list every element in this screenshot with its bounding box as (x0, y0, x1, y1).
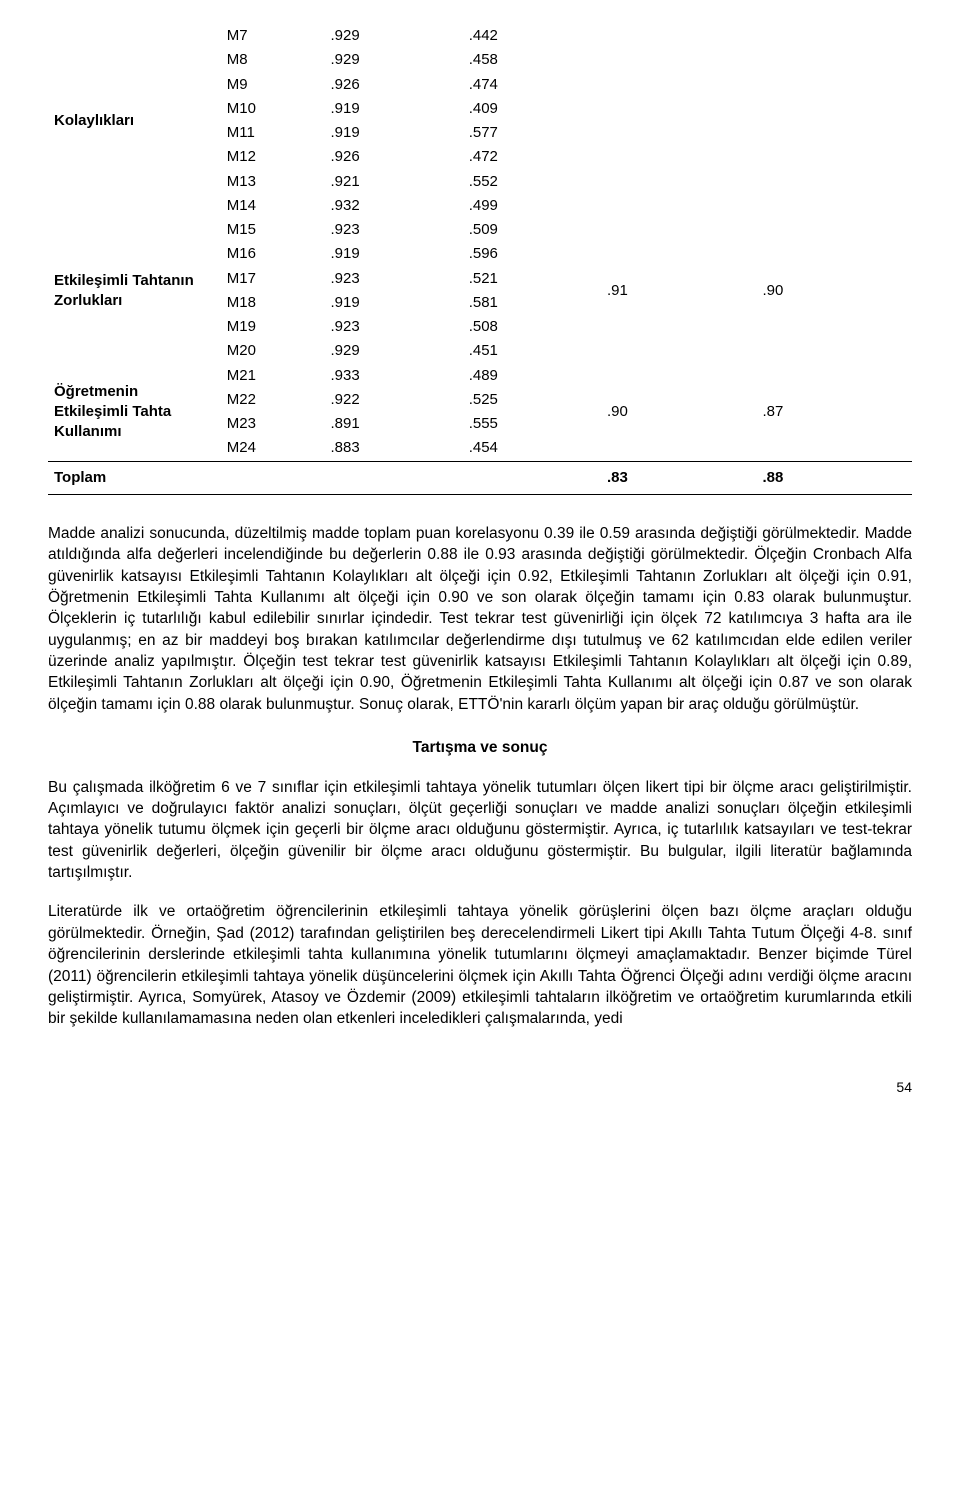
item-code: M13 (221, 170, 325, 194)
value-c1: .919 (324, 291, 462, 315)
reliability-2 (756, 24, 912, 218)
item-code: M20 (221, 339, 325, 363)
item-code: M19 (221, 315, 325, 339)
total-row: Toplam .83.88 (48, 461, 912, 494)
empty-cell (463, 461, 601, 494)
body-text: Madde analizi sonucunda, düzeltilmiş mad… (48, 523, 912, 1030)
item-code: M21 (221, 364, 325, 388)
total-r1: .83 (601, 461, 757, 494)
value-c2: .458 (463, 48, 601, 72)
value-c2: .451 (463, 339, 601, 363)
item-code: M11 (221, 121, 325, 145)
item-code: M9 (221, 73, 325, 97)
item-code: M23 (221, 412, 325, 436)
value-c2: .409 (463, 97, 601, 121)
value-c1: .923 (324, 218, 462, 242)
value-c2: .508 (463, 315, 601, 339)
value-c2: .489 (463, 364, 601, 388)
item-code: M10 (221, 97, 325, 121)
item-code: M16 (221, 242, 325, 266)
item-code: M15 (221, 218, 325, 242)
value-c1: .919 (324, 97, 462, 121)
factor-label: Kolaylıkları (48, 24, 221, 218)
item-code: M14 (221, 194, 325, 218)
paragraph-1: Madde analizi sonucunda, düzeltilmiş mad… (48, 523, 912, 715)
value-c1: .923 (324, 315, 462, 339)
value-c2: .525 (463, 388, 601, 412)
value-c2: .552 (463, 170, 601, 194)
item-code: M7 (221, 24, 325, 48)
empty-cell (324, 461, 462, 494)
value-c2: .474 (463, 73, 601, 97)
factor-label: Etkileşimli Tahtanın Zorlukları (48, 218, 221, 364)
item-code: M22 (221, 388, 325, 412)
value-c1: .919 (324, 242, 462, 266)
value-c1: .919 (324, 121, 462, 145)
factor-label: Öğretmenin Etkileşimli Tahta Kullanımı (48, 364, 221, 462)
value-c2: .596 (463, 242, 601, 266)
reliability-2: .87 (756, 364, 912, 462)
item-code: M8 (221, 48, 325, 72)
value-c1: .922 (324, 388, 462, 412)
total-r2: .88 (756, 461, 912, 494)
value-c1: .921 (324, 170, 462, 194)
table-row: Öğretmenin Etkileşimli Tahta KullanımıM2… (48, 364, 912, 388)
value-c1: .929 (324, 48, 462, 72)
section-heading: Tartışma ve sonuç (48, 737, 912, 758)
value-c1: .923 (324, 267, 462, 291)
value-c1: .926 (324, 145, 462, 169)
value-c2: .509 (463, 218, 601, 242)
table-row: Etkileşimli Tahtanın ZorluklarıM15.923.5… (48, 218, 912, 242)
value-c1: .929 (324, 339, 462, 363)
value-c2: .577 (463, 121, 601, 145)
reliability-1: .91 (601, 218, 757, 364)
item-code: M12 (221, 145, 325, 169)
reliability-1: .90 (601, 364, 757, 462)
value-c1: .883 (324, 436, 462, 461)
item-code: M18 (221, 291, 325, 315)
value-c2: .555 (463, 412, 601, 436)
value-c2: .454 (463, 436, 601, 461)
paragraph-2: Bu çalışmada ilköğretim 6 ve 7 sınıflar … (48, 777, 912, 884)
reliability-1 (601, 24, 757, 218)
value-c1: .926 (324, 73, 462, 97)
value-c2: .442 (463, 24, 601, 48)
item-analysis-table: KolaylıklarıM7.929.442M8.929.458M9.926.4… (48, 24, 912, 495)
page-number: 54 (48, 1078, 912, 1097)
paragraph-3: Literatürde ilk ve ortaöğretim öğrencile… (48, 901, 912, 1029)
table-row: KolaylıklarıM7.929.442 (48, 24, 912, 48)
total-label: Toplam (48, 461, 221, 494)
value-c1: .933 (324, 364, 462, 388)
value-c1: .929 (324, 24, 462, 48)
reliability-2: .90 (756, 218, 912, 364)
item-code: M17 (221, 267, 325, 291)
value-c2: .472 (463, 145, 601, 169)
value-c1: .932 (324, 194, 462, 218)
value-c2: .581 (463, 291, 601, 315)
value-c1: .891 (324, 412, 462, 436)
value-c2: .499 (463, 194, 601, 218)
empty-cell (221, 461, 325, 494)
value-c2: .521 (463, 267, 601, 291)
item-code: M24 (221, 436, 325, 461)
